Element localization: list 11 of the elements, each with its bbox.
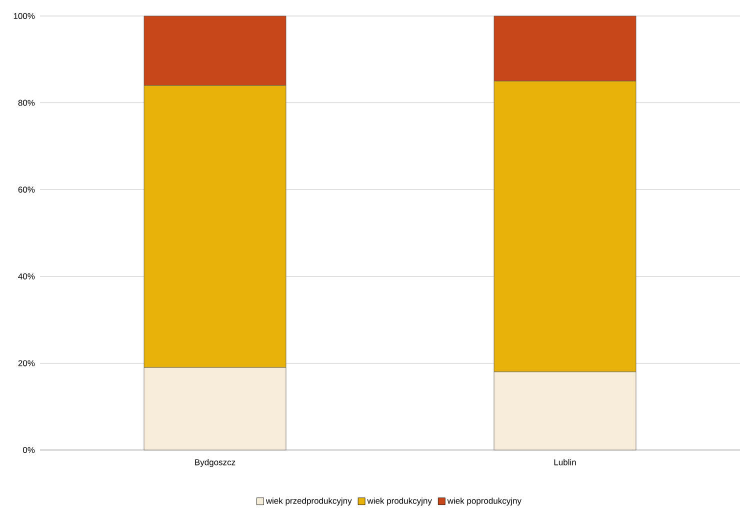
y-tick-label: 20% xyxy=(18,360,35,366)
y-tick-label: 60% xyxy=(18,186,35,193)
legend-label: wiek przedprodukcyjny xyxy=(266,498,352,506)
y-tick-label: 80% xyxy=(18,100,35,106)
legend-label: wiek produkcyjny xyxy=(367,498,432,506)
y-tick-label: 0% xyxy=(23,446,35,454)
legend-label: wiek poprodukcyjny xyxy=(447,498,522,506)
x-tick-label: Bydgoszcz xyxy=(195,459,236,467)
x-tick-label: Lublin xyxy=(554,459,576,466)
y-tick-label: 40% xyxy=(18,273,35,280)
y-tick-label: 100% xyxy=(14,12,35,19)
